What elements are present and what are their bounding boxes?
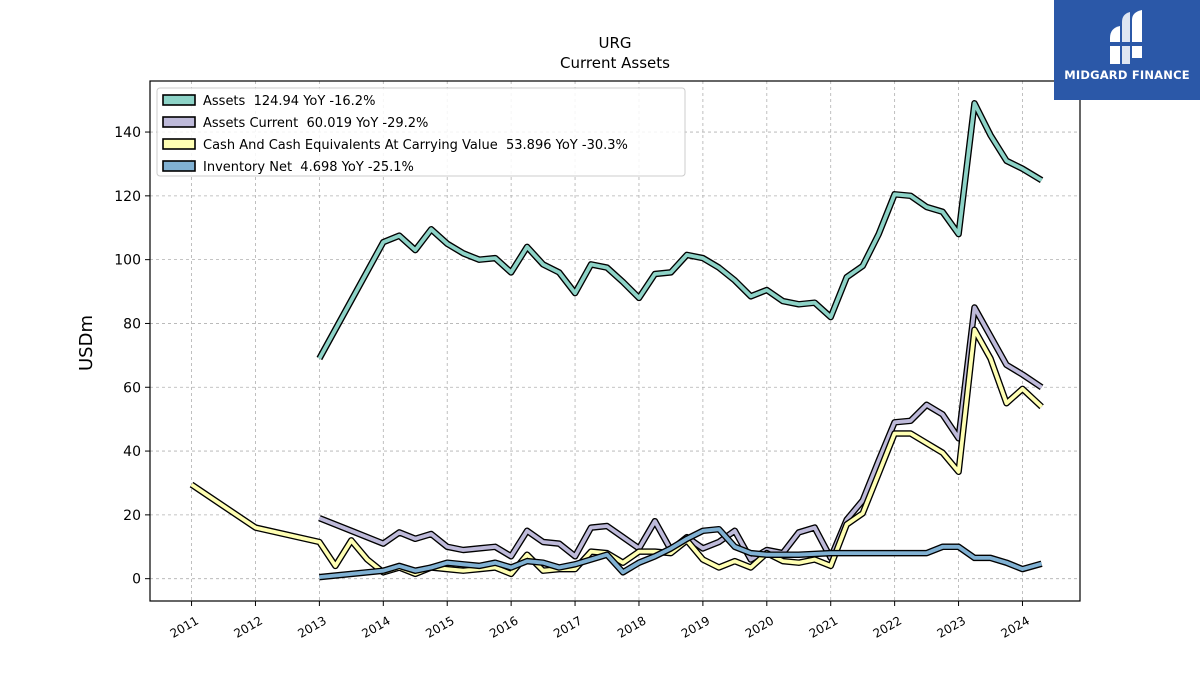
x-tick-label: 2017 xyxy=(551,613,584,640)
x-tick-label: 2013 xyxy=(295,613,328,640)
legend-label: Inventory Net 4.698 YoY -25.1% xyxy=(203,160,414,175)
legend-swatch xyxy=(162,138,196,150)
legend-label: Assets Current 60.019 YoY -29.2% xyxy=(203,116,428,131)
y-tick-label: 80 xyxy=(123,316,141,332)
x-tick-label: 2023 xyxy=(935,613,968,640)
legend-swatch xyxy=(162,160,196,172)
legend-swatch xyxy=(162,94,196,106)
y-tick-label: 40 xyxy=(123,444,141,460)
series-line xyxy=(318,305,1043,562)
x-tick-label: 2012 xyxy=(232,613,265,640)
legend-box xyxy=(156,87,686,177)
y-tick-label: 60 xyxy=(123,380,141,396)
series-line xyxy=(319,527,1043,579)
x-tick-label: 2019 xyxy=(679,613,712,640)
y-tick-label: 120 xyxy=(114,189,141,205)
series-1 xyxy=(318,304,1044,563)
x-tick-label: 2015 xyxy=(423,613,456,640)
x-tick-label: 2021 xyxy=(807,613,840,640)
brand-logo: MIDGARD FINANCE xyxy=(1054,0,1200,100)
legend: Assets 124.94 YoY -16.2% Assets Current 6… xyxy=(156,87,686,177)
series-0 xyxy=(316,100,1044,361)
logo-text: MIDGARD FINANCE xyxy=(1064,68,1190,82)
y-axis-label: USDm xyxy=(76,315,97,371)
chart-subtitle: Current Assets xyxy=(560,54,670,72)
midgard-logo-icon xyxy=(1106,10,1146,64)
x-tick-label: 2020 xyxy=(743,613,776,640)
series-lines xyxy=(189,100,1044,581)
plot-frame xyxy=(149,80,1081,602)
chart-title: URG xyxy=(598,34,631,52)
x-tick-label: 2014 xyxy=(359,613,392,640)
legend-label: Cash And Cash Equivalents At Carrying Va… xyxy=(203,138,628,153)
x-tick-label: 2016 xyxy=(487,613,520,640)
legend-swatch xyxy=(162,116,196,128)
series-line xyxy=(317,101,1043,360)
y-tick-label: 0 xyxy=(132,572,141,588)
series-outline xyxy=(318,304,1044,563)
legend-label: Assets 124.94 YoY -16.2% xyxy=(203,94,375,109)
x-tick-label: 2024 xyxy=(999,613,1032,640)
y-tick-label: 20 xyxy=(123,508,141,524)
series-3 xyxy=(319,525,1043,581)
x-tick-label: 2018 xyxy=(615,613,648,640)
x-tick-label: 2011 xyxy=(168,613,201,640)
y-tick-label: 140 xyxy=(114,125,141,141)
y-tick-label: 100 xyxy=(114,253,141,269)
x-tick-label: 2022 xyxy=(871,613,904,640)
